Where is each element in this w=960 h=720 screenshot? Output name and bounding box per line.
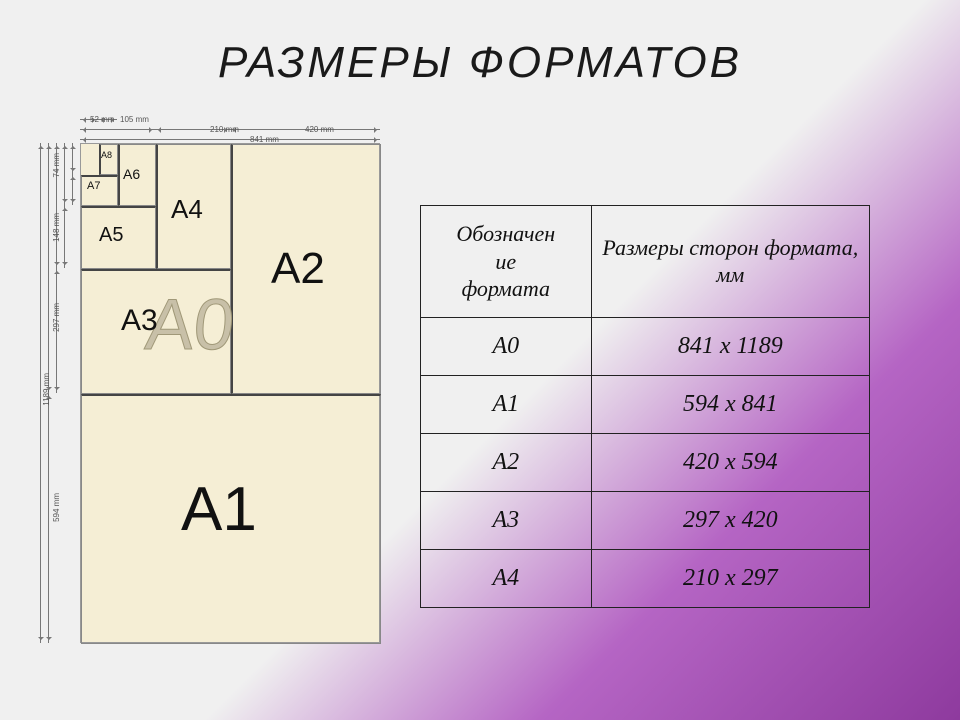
table-row: A3 297 x 420 (421, 491, 870, 549)
dim-side-74: 74 mm (52, 153, 61, 177)
dim-top-210: 210 mm (210, 125, 239, 134)
label-A1: A1 (181, 474, 257, 545)
table-row: A4 210 x 297 (421, 549, 870, 607)
dim-top-105: 105 mm (120, 115, 149, 124)
col-header-format: Обозначен ие формата (421, 206, 592, 318)
cell-format: A1 (421, 375, 592, 433)
dim-side-148: 148 mm (52, 213, 61, 242)
col-header-size: Размеры сторон формата, мм (591, 206, 869, 318)
dim-top-420: 420 mm (305, 125, 334, 134)
table-row: A2 420 x 594 (421, 433, 870, 491)
paper-formats-diagram: 52 mm 105 mm 210 mm 420 mm 841 mm 74 mm … (20, 113, 390, 658)
cell-size: 841 x 1189 (591, 317, 869, 375)
cell-size: 594 x 841 (591, 375, 869, 433)
slide-title: РАЗМЕРЫ ФОРМАТОВ (0, 0, 960, 88)
dim-side-297: 297 mm (52, 303, 61, 332)
table-row: A0 841 x 1189 (421, 317, 870, 375)
label-A2: A2 (271, 244, 325, 294)
cell-format: A4 (421, 549, 592, 607)
diagram-canvas: A0 A1 A2 A3 A4 A5 A6 A7 A8 (80, 143, 380, 643)
cell-format: A0 (421, 317, 592, 375)
cell-size: 210 x 297 (591, 549, 869, 607)
dim-side-1189: 1189 mm (42, 373, 51, 406)
table-header-row: Обозначен ие формата Размеры сторон форм… (421, 206, 870, 318)
label-A8: A8 (101, 150, 112, 160)
label-A6: A6 (123, 166, 140, 182)
cell-format: A3 (421, 491, 592, 549)
content-row: 52 mm 105 mm 210 mm 420 mm 841 mm 74 mm … (0, 88, 960, 658)
label-A5: A5 (99, 224, 123, 247)
dim-side-594: 594 mm (52, 493, 61, 522)
cell-size: 297 x 420 (591, 491, 869, 549)
label-A3: A3 (121, 304, 158, 338)
label-A4: A4 (171, 194, 203, 225)
label-A7: A7 (87, 180, 100, 192)
cell-size: 420 x 594 (591, 433, 869, 491)
dim-top-52: 52 mm (90, 115, 114, 124)
formats-table: Обозначен ие формата Размеры сторон форм… (420, 205, 870, 608)
cell-format: A2 (421, 433, 592, 491)
table-row: A1 594 x 841 (421, 375, 870, 433)
